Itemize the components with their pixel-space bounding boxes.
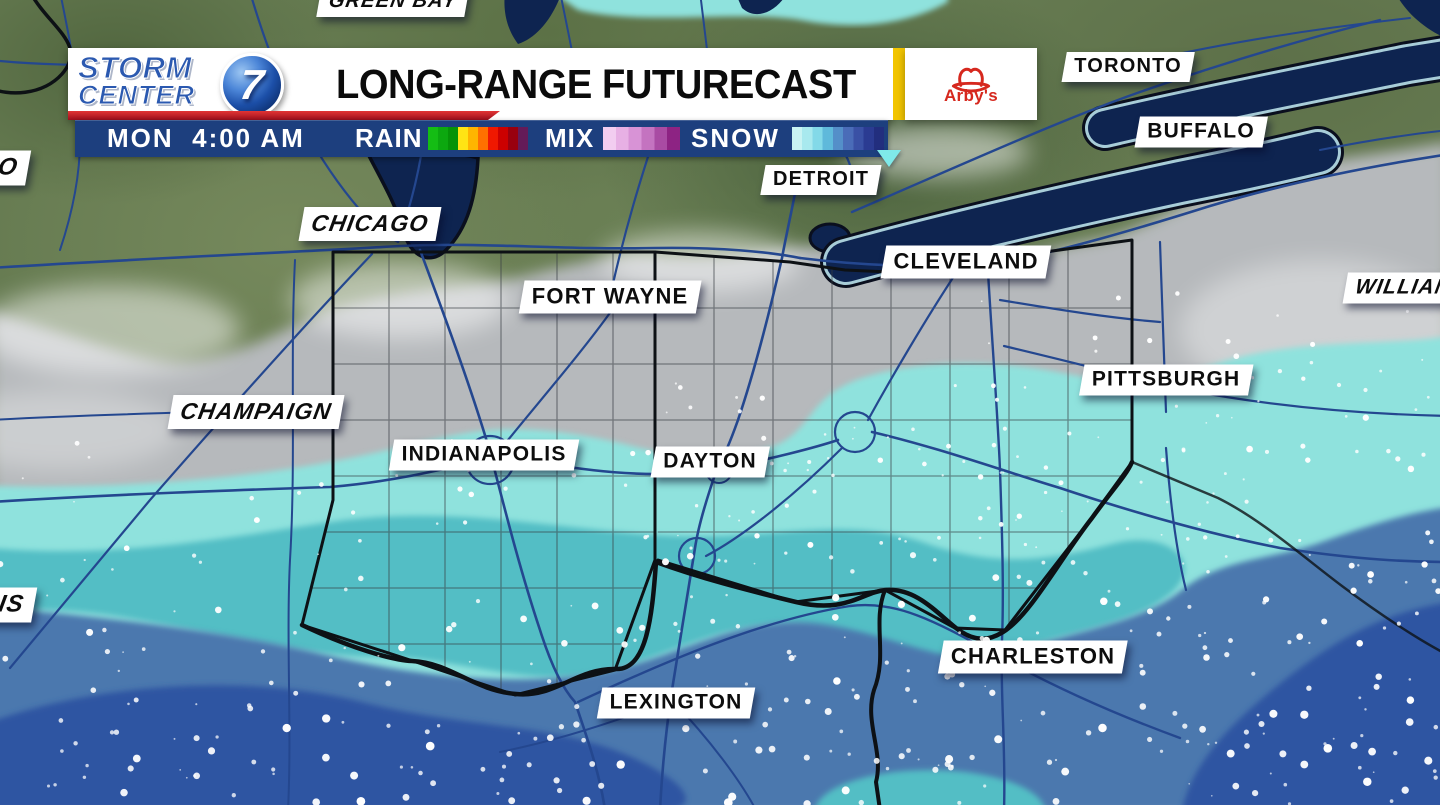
snow-dots <box>0 291 1440 805</box>
city-label-text: LEXINGTON <box>609 690 743 714</box>
county-grid-indiana <box>302 252 655 695</box>
city-label-cleveland: CLEVELAND <box>880 245 1052 279</box>
city-label-text: TORONTO <box>1074 55 1182 77</box>
header-banner: STORM CENTER 7 LONG-RANGE FUTURECAST <box>68 48 893 120</box>
city-label-chicago: CHICAGO <box>298 207 442 241</box>
city-label-champaign: CHAMPAIGN <box>167 395 345 429</box>
channel-number: 7 <box>237 61 267 108</box>
channel-7-ball: 7 <box>220 53 284 117</box>
city-label-dayton: DAYTON <box>650 446 770 478</box>
snow-band-deep-right <box>1183 603 1440 805</box>
snow-band-mid <box>0 515 1185 677</box>
rain-color-scale <box>428 127 528 150</box>
lake-huron-corner <box>1399 0 1440 36</box>
lakes <box>363 0 1440 288</box>
mix-color-scale <box>603 127 680 150</box>
city-label-text: CHARLESTON <box>950 643 1116 669</box>
city-label-lexington: LEXINGTON <box>596 687 756 719</box>
city-label-indianapolis: INDIANAPOLIS <box>388 439 580 471</box>
arbys-hat-icon <box>951 67 991 92</box>
city-label-pittsburgh: PITTSBURGH <box>1079 364 1253 396</box>
rain-label: RAIN <box>355 123 423 153</box>
city-label-williams: WILLIAMS <box>1342 272 1440 304</box>
page-title: LONG-RANGE FUTURECAST <box>336 60 856 107</box>
mix-label: MIX <box>545 123 595 153</box>
storm-center-logo: STORM CENTER <box>78 50 293 118</box>
snow-band-bottom-teal <box>816 770 1044 805</box>
city-label-text: DAYTON <box>663 449 757 473</box>
sponsor-name: Arby's <box>943 85 999 105</box>
city-label-text: CLEVELAND <box>893 248 1039 274</box>
timestamp: MON 4:00 AM <box>107 123 305 153</box>
city-label-text: FORT WAYNE <box>531 283 689 309</box>
city-label-text: WILLIAMS <box>1353 275 1440 299</box>
city-label-text: OO <box>0 153 21 181</box>
lake-erie <box>826 132 1338 282</box>
city-label-text: GREEN BAY <box>327 0 460 12</box>
legend-bar: MON 4:00 AM RAIN MIX SNOW <box>75 120 888 157</box>
saginaw-bay <box>738 0 783 15</box>
city-label-toronto: TORONTO <box>1061 52 1195 82</box>
city-label-text: INDIANAPOLIS <box>401 442 567 466</box>
city-label-buffalo: BUFFALO <box>1134 116 1268 148</box>
city-label-detroit: DETROIT <box>760 165 882 195</box>
snow-label: SNOW <box>691 123 780 153</box>
city-label-text: CHAMPAIGN <box>178 398 334 424</box>
county-grid-ohio <box>655 240 1132 630</box>
city-label-text: DETROIT <box>772 168 870 190</box>
city-label-uis: UIS <box>0 587 37 623</box>
snow-band-deep-left <box>0 685 686 805</box>
city-label-text: UIS <box>0 590 27 618</box>
logo-center-text: CENTER <box>78 80 196 110</box>
city-label-text: CHICAGO <box>309 210 431 236</box>
logo-storm-text: STORM <box>78 50 192 85</box>
city-label-charleston: CHARLESTON <box>937 640 1129 674</box>
city-label-text: PITTSBURGH <box>1091 367 1241 391</box>
logo-red-stripe <box>68 111 500 120</box>
green-bay-water <box>504 0 559 44</box>
sponsor-box: Arby's <box>905 48 1037 120</box>
city-label-text: BUFFALO <box>1147 119 1255 143</box>
city-label-green-bay: GREEN BAY <box>316 0 470 17</box>
city-label-fort-wayne: FORT WAYNE <box>518 280 702 314</box>
yellow-divider <box>893 48 905 120</box>
snow-color-scale <box>792 127 884 150</box>
lake-michigan <box>363 148 480 260</box>
legend-pointer-icon <box>877 150 901 167</box>
